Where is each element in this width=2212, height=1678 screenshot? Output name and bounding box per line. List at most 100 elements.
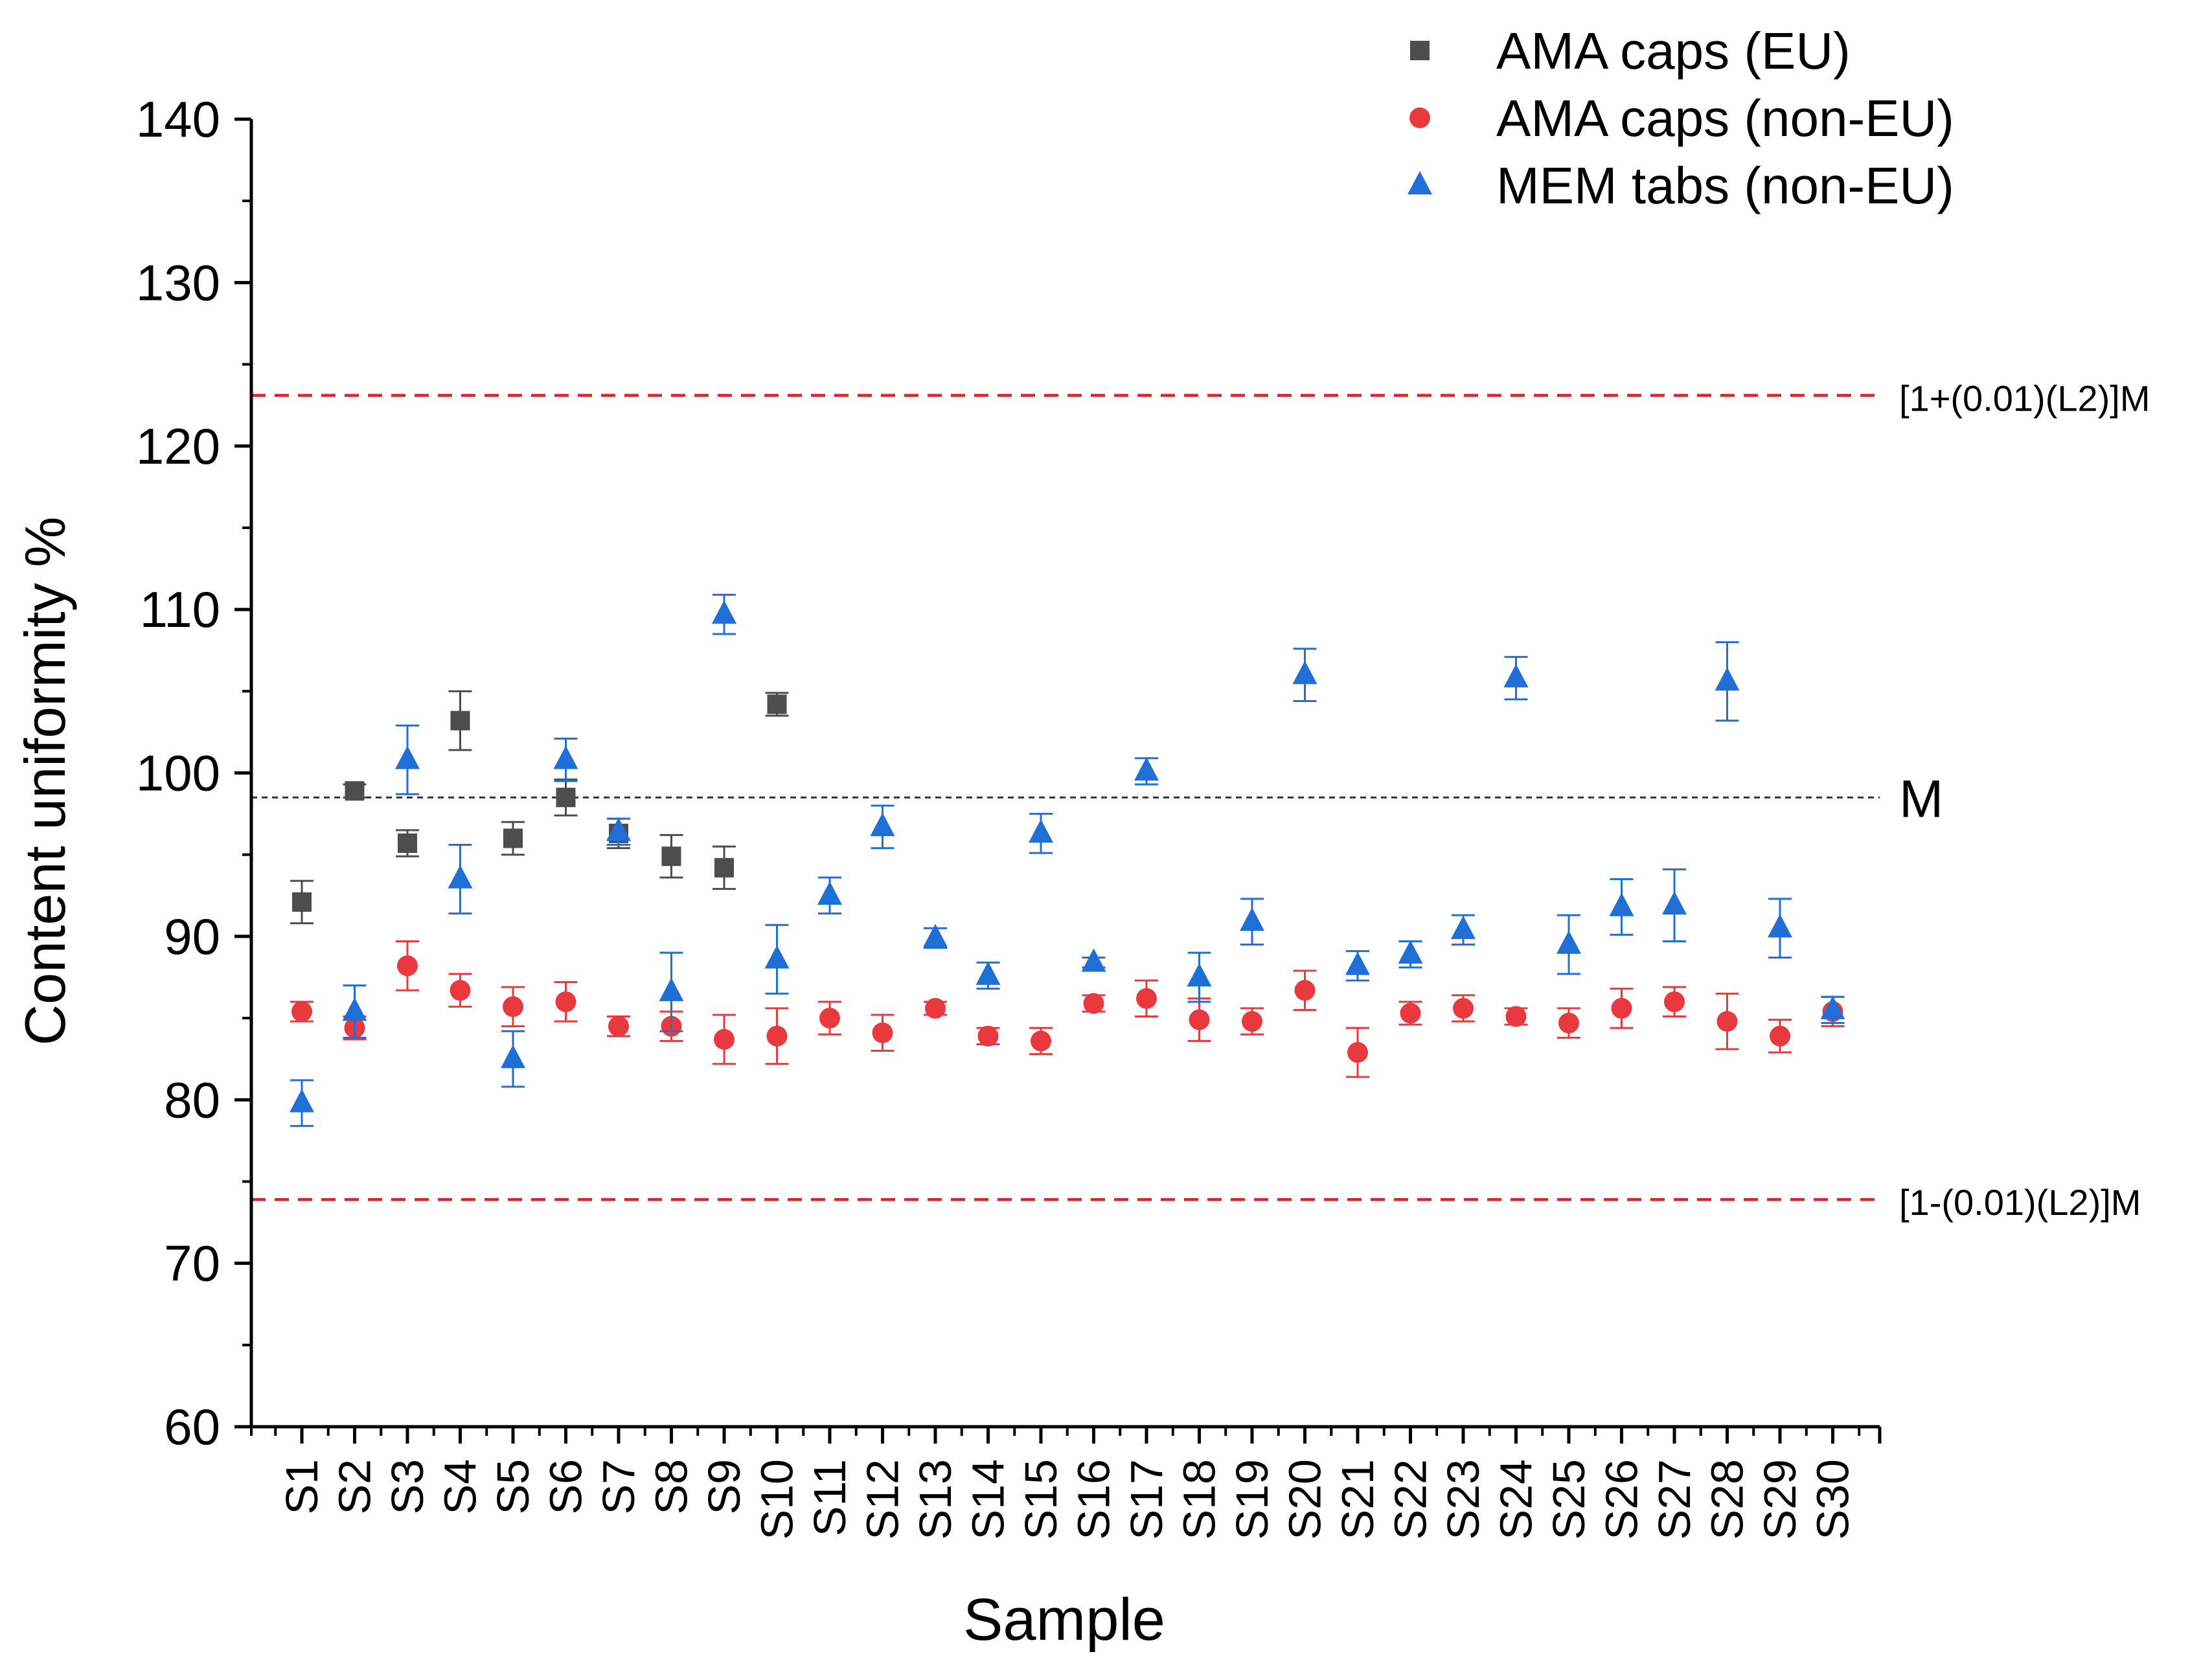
x-tick-label: S24	[1491, 1459, 1542, 1540]
circle-marker	[977, 1025, 999, 1047]
plot-area: [1+(0.01)(L2)]M M [1-(0.01)(L2)]M	[251, 378, 2150, 1223]
x-tick-label: S25	[1544, 1459, 1594, 1540]
circle-marker	[925, 997, 946, 1019]
y-tick-label: 90	[164, 908, 220, 965]
triangle-marker	[290, 1089, 314, 1113]
circle-marker	[1242, 1011, 1262, 1032]
series-0	[290, 690, 789, 925]
x-tick-label: S29	[1755, 1459, 1805, 1540]
x-tick-label: S9	[699, 1459, 749, 1515]
circle-marker	[1611, 997, 1632, 1019]
upper-limit-label: [1+(0.01)(L2)]M	[1899, 378, 2150, 419]
legend-marker-triangle	[1408, 171, 1432, 195]
triangle-marker	[1609, 892, 1634, 916]
y-tick-label: 100	[136, 745, 220, 802]
legend-label: AMA caps (non-EU)	[1496, 89, 1954, 147]
triangle-marker	[1134, 757, 1159, 781]
x-tick-label: S15	[1016, 1459, 1066, 1540]
x-tick-label: S11	[804, 1459, 855, 1536]
x-tick-label: S7	[593, 1459, 644, 1515]
legend-marker-square	[1410, 41, 1430, 60]
circle-marker	[1716, 1011, 1738, 1032]
x-tick-label: S6	[541, 1459, 591, 1515]
triangle-marker	[1398, 940, 1423, 964]
circle-marker	[872, 1022, 893, 1043]
y-tick-label: 110	[140, 581, 220, 638]
circle-marker	[1558, 1012, 1579, 1034]
triangle-marker	[1451, 915, 1476, 940]
square-marker	[450, 710, 470, 731]
triangle-marker	[1240, 907, 1264, 931]
x-tick-label: S23	[1438, 1459, 1488, 1540]
x-tick-label: S8	[646, 1459, 697, 1515]
x-tick-label: S20	[1280, 1459, 1330, 1540]
triangle-marker	[1768, 914, 1792, 938]
triangle-marker	[501, 1045, 525, 1069]
triangle-marker	[1662, 891, 1687, 915]
x-tick-label: S16	[1069, 1459, 1119, 1540]
x-tick-label: S17	[1121, 1459, 1172, 1540]
triangle-marker	[1820, 995, 1845, 1019]
triangle-marker	[659, 977, 684, 1001]
square-marker	[661, 846, 681, 867]
y-tick-label: 70	[164, 1235, 220, 1292]
square-marker	[398, 833, 417, 854]
triangle-marker	[712, 600, 736, 624]
triangle-marker	[1503, 664, 1529, 688]
series-2	[290, 593, 1845, 1128]
circle-marker	[608, 1015, 629, 1037]
triangle-marker	[553, 745, 578, 769]
circle-marker	[1453, 997, 1474, 1019]
triangle-marker	[1292, 661, 1317, 685]
triangle-marker	[342, 997, 367, 1021]
triangle-marker	[448, 865, 473, 889]
circle-marker	[1083, 993, 1104, 1014]
circle-marker	[714, 1028, 735, 1050]
legend-marker-circle	[1409, 108, 1430, 128]
x-tick-label: S14	[963, 1459, 1014, 1540]
circle-marker	[1400, 1003, 1421, 1024]
circle-marker	[766, 1025, 788, 1047]
circle-marker	[1505, 1006, 1527, 1027]
triangle-marker	[1345, 951, 1370, 975]
y-tick-label: 130	[136, 254, 220, 311]
x-axis-title: Sample	[963, 1587, 1165, 1653]
x-tick-label: S30	[1808, 1459, 1858, 1540]
circle-marker	[397, 955, 418, 977]
x-tick-label: S27	[1649, 1459, 1700, 1540]
triangle-marker	[923, 924, 948, 947]
square-marker	[345, 781, 365, 801]
square-marker	[503, 828, 523, 848]
x-tick-label: S21	[1332, 1459, 1383, 1540]
triangle-marker	[1187, 963, 1212, 987]
circle-marker	[1347, 1042, 1368, 1063]
x-tick-label: S1	[277, 1459, 327, 1515]
circle-marker	[503, 996, 523, 1017]
y-tick-label: 120	[136, 418, 220, 475]
triangle-marker	[1029, 819, 1053, 843]
triangle-marker	[395, 745, 420, 769]
x-tick-label: S3	[382, 1459, 433, 1515]
circle-marker	[819, 1008, 840, 1029]
y-tick-label: 140	[136, 91, 220, 148]
square-marker	[292, 892, 312, 912]
legend-label: MEM tabs (non-EU)	[1496, 157, 1954, 214]
x-tick-label: S19	[1227, 1459, 1277, 1540]
x-tick-label: S2	[330, 1459, 380, 1515]
triangle-marker	[1556, 930, 1581, 954]
triangle-marker	[975, 961, 1001, 985]
triangle-marker	[1715, 667, 1740, 691]
square-marker	[767, 694, 787, 714]
circle-marker	[1031, 1030, 1051, 1052]
y-axis-title: Content uniformity %	[13, 517, 77, 1046]
x-tick-label: S13	[910, 1459, 961, 1540]
x-tick-label: S26	[1597, 1459, 1647, 1540]
square-marker	[714, 857, 734, 878]
triangle-marker	[764, 945, 790, 969]
lower-limit-label: [1-(0.01)(L2)]M	[1899, 1182, 2141, 1223]
x-tick-label: S22	[1385, 1459, 1436, 1540]
triangle-marker	[817, 881, 842, 905]
